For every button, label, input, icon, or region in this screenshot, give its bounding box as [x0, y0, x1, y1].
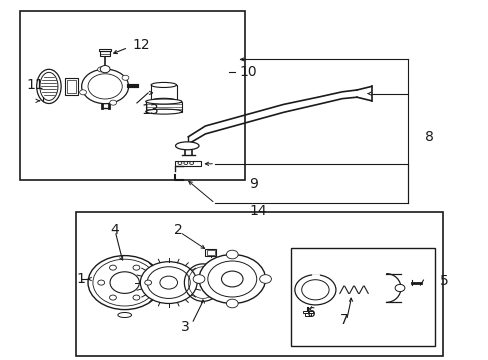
Text: 1: 1: [77, 272, 85, 286]
Circle shape: [160, 276, 177, 289]
Ellipse shape: [151, 98, 176, 103]
Circle shape: [259, 275, 271, 283]
Text: 2: 2: [173, 224, 182, 237]
Circle shape: [226, 250, 238, 259]
Circle shape: [144, 280, 151, 285]
Bar: [76, 212, 442, 356]
Circle shape: [207, 261, 256, 297]
Ellipse shape: [151, 82, 176, 87]
Bar: [20, 11, 244, 180]
Circle shape: [147, 267, 190, 298]
Circle shape: [301, 280, 328, 300]
Bar: [303, 311, 312, 313]
Bar: [175, 161, 201, 166]
Bar: [145, 102, 182, 112]
Circle shape: [294, 275, 335, 305]
Ellipse shape: [145, 99, 182, 104]
Circle shape: [98, 280, 104, 285]
Circle shape: [189, 162, 193, 165]
Bar: [100, 51, 110, 56]
Circle shape: [140, 262, 197, 303]
Text: 14: 14: [249, 204, 266, 217]
Bar: [304, 313, 311, 316]
Circle shape: [133, 265, 140, 270]
Circle shape: [133, 295, 140, 300]
Text: 10: 10: [239, 65, 257, 79]
Circle shape: [109, 265, 116, 270]
Circle shape: [183, 162, 187, 165]
Ellipse shape: [37, 69, 61, 104]
Text: 5: 5: [439, 274, 448, 288]
Circle shape: [88, 256, 161, 310]
Bar: [205, 249, 216, 256]
Circle shape: [394, 284, 404, 292]
Circle shape: [122, 75, 129, 80]
Circle shape: [109, 100, 116, 105]
Circle shape: [199, 255, 265, 303]
Circle shape: [109, 295, 116, 300]
Circle shape: [110, 272, 139, 293]
Bar: [290, 248, 434, 346]
Text: 9: 9: [249, 177, 258, 190]
Circle shape: [221, 271, 243, 287]
Circle shape: [81, 69, 128, 104]
Text: 7: 7: [339, 314, 348, 327]
Circle shape: [100, 66, 110, 73]
Circle shape: [88, 74, 122, 99]
Circle shape: [98, 67, 104, 72]
Ellipse shape: [40, 72, 58, 100]
Bar: [99, 49, 111, 51]
Ellipse shape: [175, 142, 199, 150]
Bar: [206, 250, 214, 255]
FancyBboxPatch shape: [64, 78, 78, 95]
Text: 3: 3: [181, 320, 189, 334]
Bar: [151, 85, 176, 101]
Text: 6: 6: [306, 306, 315, 320]
Ellipse shape: [118, 312, 131, 318]
Text: 4: 4: [110, 224, 119, 237]
Circle shape: [80, 90, 86, 95]
Circle shape: [193, 275, 204, 283]
Ellipse shape: [145, 109, 182, 114]
Text: 8: 8: [425, 130, 433, 144]
Circle shape: [93, 259, 156, 306]
Text: 12: 12: [132, 38, 149, 52]
Text: 13: 13: [142, 103, 159, 117]
Circle shape: [178, 162, 182, 165]
Text: 11: 11: [27, 78, 44, 91]
FancyBboxPatch shape: [67, 80, 76, 93]
Circle shape: [226, 299, 238, 308]
